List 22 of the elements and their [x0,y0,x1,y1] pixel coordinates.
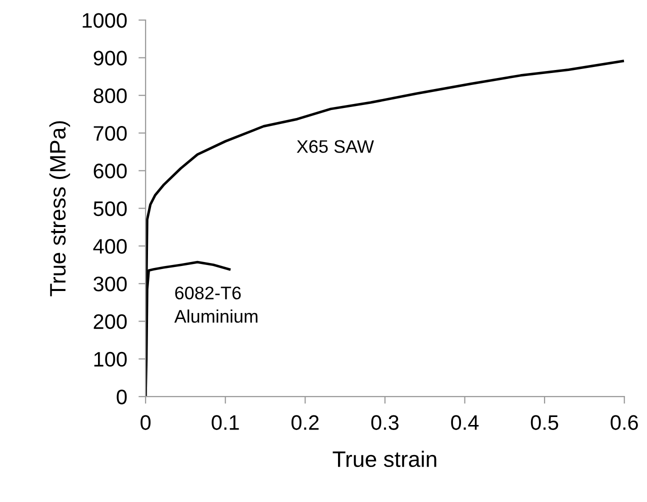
x-tick-label: 0.2 [292,415,319,430]
y-tick-label: 600 [94,164,127,178]
x-tick-label: 0.4 [451,415,479,430]
y-axis-title: True stress (MPa) [49,121,70,296]
y-tick-label: 400 [93,238,127,254]
series-label: X65 SAW [296,140,374,153]
y-tick-label: 100 [94,352,127,367]
x-tick-label: 0.1 [212,415,239,430]
y-tick-label: 800 [94,88,127,104]
y-tick-label: 1000 [82,13,127,28]
series-label: 6082-T6 Aluminium [174,286,258,323]
x-tick-label: 0.3 [371,415,399,430]
x-tick-label: 0 [140,415,151,430]
y-tick-label: 900 [94,50,127,66]
y-tick-label: 200 [94,314,127,330]
y-tick-label: 0 [116,390,127,404]
x-tick-label: 0.6 [610,415,638,430]
x-tick-label: 0.5 [530,415,558,430]
x-axis-title: True strain [332,450,436,468]
y-tick-label: 500 [94,201,127,216]
y-tick-label: 700 [94,126,127,141]
y-tick-label: 300 [94,276,127,292]
